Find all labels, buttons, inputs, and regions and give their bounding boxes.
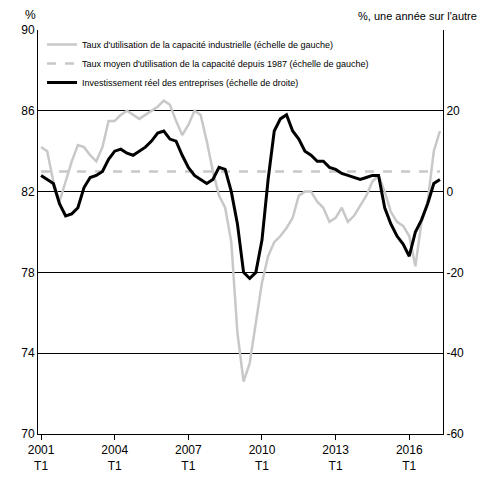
svg-text:86: 86 [21, 104, 35, 118]
svg-text:2007T1: 2007T1 [175, 443, 202, 473]
svg-text:2016T1: 2016T1 [396, 443, 423, 473]
svg-text:0: 0 [446, 185, 453, 199]
svg-text:2010T1: 2010T1 [249, 443, 276, 473]
svg-text:90: 90 [21, 23, 35, 37]
svg-text:-40: -40 [446, 346, 464, 360]
svg-text:82: 82 [21, 185, 35, 199]
svg-text:Taux d'utilisation de la capac: Taux d'utilisation de la capacité indust… [82, 40, 333, 50]
svg-text:2004T1: 2004T1 [101, 443, 128, 473]
svg-text:%, une année sur l'autre: %, une année sur l'autre [358, 10, 477, 22]
svg-text:Investissement réel des entrep: Investissement réel des entreprises (éch… [82, 78, 298, 88]
svg-text:70: 70 [21, 427, 35, 441]
svg-text:Taux moyen d'utilisation de la: Taux moyen d'utilisation de la capacité … [82, 59, 368, 69]
svg-text:%: % [25, 8, 36, 22]
svg-text:-60: -60 [446, 427, 464, 441]
svg-text:78: 78 [21, 266, 35, 280]
svg-text:20: 20 [446, 104, 460, 118]
svg-text:2013T1: 2013T1 [322, 443, 349, 473]
svg-text:74: 74 [21, 346, 35, 360]
svg-text:2001T1: 2001T1 [28, 443, 55, 473]
svg-text:-20: -20 [446, 266, 464, 280]
